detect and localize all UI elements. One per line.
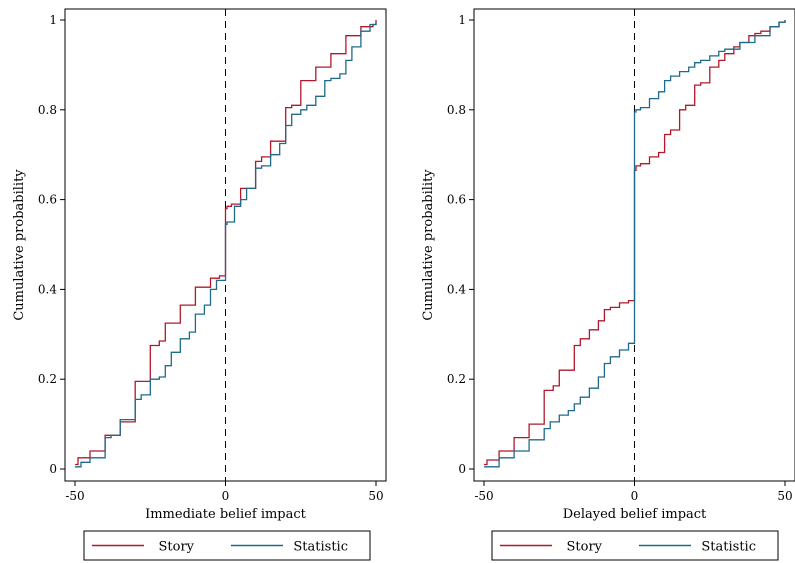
series-line-statistic [75, 22, 377, 468]
y-tick-label: 0.2 [38, 372, 57, 386]
y-tick-label: 1 [49, 13, 57, 27]
x-tick-label: 50 [368, 489, 383, 503]
y-axis-label: Cumulative probability [12, 169, 27, 321]
y-tick-label: 0.8 [38, 103, 57, 117]
y-tick-label: 0.6 [38, 193, 57, 207]
y-tick-label: 0.4 [38, 282, 57, 296]
x-axis-label: Delayed belief impact [563, 507, 707, 522]
legend-label-story: Story [566, 540, 602, 555]
legend-label-statistic: Statistic [701, 540, 756, 555]
y-tick-label: 0 [49, 462, 57, 476]
y-axis-label: Cumulative probability [421, 169, 436, 321]
x-axis-label: Immediate belief impact [145, 507, 307, 522]
y-tick-label: 1 [458, 13, 466, 27]
x-tick-label: -50 [474, 489, 493, 503]
x-tick-label: 0 [631, 489, 639, 503]
y-tick-label: 0 [458, 462, 466, 476]
y-tick-label: 0.4 [447, 282, 466, 296]
y-tick-label: 0.2 [447, 372, 466, 386]
x-tick-label: -50 [65, 489, 84, 503]
legend-label-statistic: Statistic [293, 540, 348, 555]
panel-immediate: 0 0.2 0.4 0.6 0.8 1 -50 0 50 Immediate belief imp… [12, 8, 387, 561]
series-line-statistic [484, 20, 786, 468]
panel-delayed: 0 0.2 0.4 0.6 0.8 1 -50 0 50 Delayed belief impac… [421, 8, 795, 561]
x-tick-label: 0 [222, 489, 230, 503]
y-tick-label: 0.8 [447, 103, 466, 117]
x-tick-label: 50 [777, 489, 792, 503]
y-tick-label: 0.6 [447, 193, 466, 207]
legend-label-story: Story [158, 540, 194, 555]
